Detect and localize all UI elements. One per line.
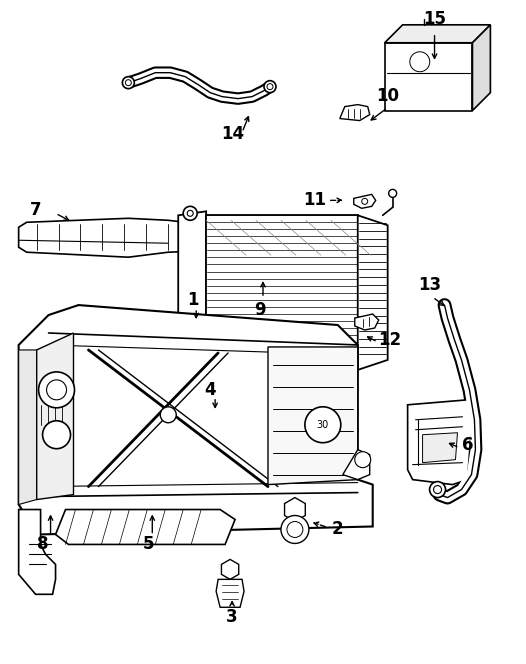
Circle shape bbox=[187, 210, 193, 216]
Circle shape bbox=[281, 515, 309, 543]
Text: 13: 13 bbox=[418, 276, 441, 294]
Circle shape bbox=[433, 485, 441, 493]
Polygon shape bbox=[18, 350, 37, 505]
Polygon shape bbox=[18, 218, 218, 257]
Polygon shape bbox=[178, 211, 206, 374]
Polygon shape bbox=[221, 559, 239, 580]
Text: 6: 6 bbox=[462, 436, 473, 454]
Polygon shape bbox=[56, 509, 235, 544]
Polygon shape bbox=[268, 347, 358, 485]
Circle shape bbox=[264, 80, 276, 93]
Text: 8: 8 bbox=[37, 535, 48, 553]
Circle shape bbox=[43, 421, 70, 449]
Text: 2: 2 bbox=[332, 521, 343, 539]
Circle shape bbox=[410, 52, 430, 72]
Polygon shape bbox=[354, 195, 376, 208]
Circle shape bbox=[47, 380, 66, 400]
Text: 4: 4 bbox=[204, 381, 216, 399]
Text: 9: 9 bbox=[254, 301, 266, 319]
Polygon shape bbox=[355, 314, 379, 330]
Text: 11: 11 bbox=[304, 191, 326, 209]
Circle shape bbox=[38, 372, 75, 408]
Polygon shape bbox=[472, 25, 490, 111]
Text: 1: 1 bbox=[187, 291, 199, 309]
Polygon shape bbox=[385, 25, 490, 42]
Polygon shape bbox=[18, 305, 373, 535]
Text: 30: 30 bbox=[317, 420, 329, 430]
Polygon shape bbox=[37, 333, 74, 499]
Circle shape bbox=[305, 407, 341, 443]
Polygon shape bbox=[285, 497, 305, 521]
Polygon shape bbox=[385, 42, 472, 111]
Text: 7: 7 bbox=[30, 201, 42, 219]
Circle shape bbox=[287, 521, 303, 537]
Polygon shape bbox=[343, 450, 370, 479]
Circle shape bbox=[160, 407, 176, 423]
Text: 5: 5 bbox=[143, 535, 154, 553]
Polygon shape bbox=[422, 433, 458, 463]
Polygon shape bbox=[408, 400, 472, 485]
Circle shape bbox=[430, 481, 446, 497]
Text: 14: 14 bbox=[221, 125, 245, 143]
Circle shape bbox=[267, 84, 273, 90]
Polygon shape bbox=[206, 215, 358, 370]
Circle shape bbox=[355, 452, 371, 467]
Text: 10: 10 bbox=[376, 86, 399, 105]
Polygon shape bbox=[18, 509, 56, 594]
Circle shape bbox=[125, 80, 132, 86]
Text: 15: 15 bbox=[423, 10, 446, 28]
Circle shape bbox=[123, 76, 134, 89]
Polygon shape bbox=[340, 105, 370, 121]
Circle shape bbox=[362, 199, 368, 205]
Polygon shape bbox=[216, 580, 244, 608]
Text: 3: 3 bbox=[226, 608, 238, 626]
Polygon shape bbox=[358, 215, 388, 370]
Circle shape bbox=[389, 189, 397, 197]
Text: 12: 12 bbox=[378, 331, 401, 349]
Circle shape bbox=[183, 207, 197, 220]
